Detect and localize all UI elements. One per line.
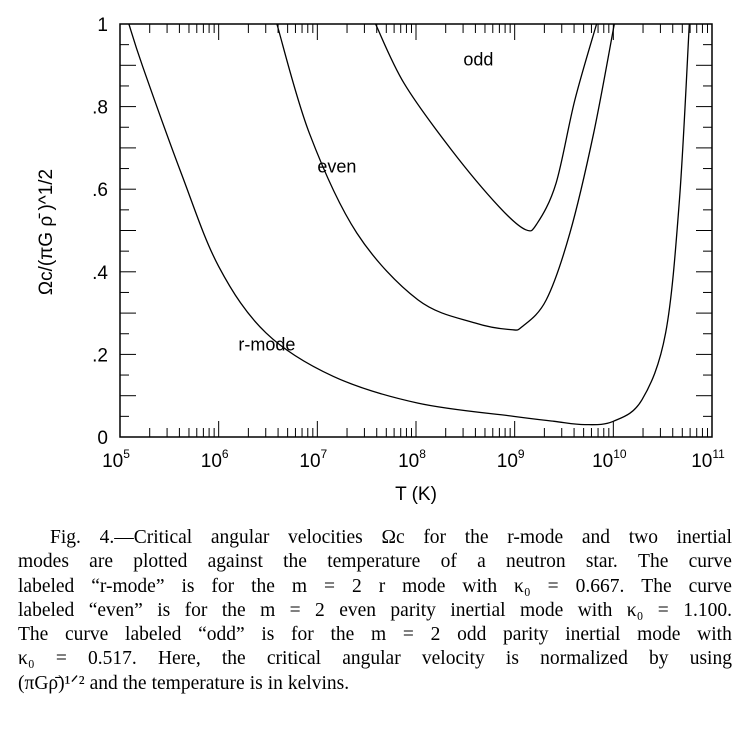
- curve-even: [276, 23, 615, 331]
- axis-ticks: [120, 24, 712, 437]
- figure-caption: Fig. 4.—Critical angular velocities Ωc for the…: [18, 526, 732, 696]
- plot-frame: [119, 23, 713, 438]
- x-tick-label: 106: [201, 447, 229, 472]
- y-axis-label: Ωc/(πG ρ̄ )^1/2: [36, 169, 57, 295]
- y-tick-label: .4: [92, 263, 108, 284]
- caption-line: (πGρ̄)¹ᐟ² and the temperature is in kelvins.: [18, 672, 350, 694]
- x-tick-label: 1011: [691, 447, 725, 472]
- y-tick-label: .8: [92, 98, 108, 119]
- y-tick-labels: 0 .2 .4 .6 .8 1: [92, 15, 108, 449]
- curve-r-mode: [128, 23, 690, 426]
- caption-line: labeled “even” is for the m = 2 even parity inerti…: [18, 599, 732, 621]
- caption-line: The curve labeled “odd” is for the m = 2 odd parity…: [18, 624, 732, 646]
- caption-line: modes are plotted against the temperature of a n…: [18, 551, 732, 573]
- caption-line: labeled “r-mode” is for the m = 2 r mode with κ₀ = 0.…: [18, 575, 732, 597]
- curve-odd: [374, 23, 598, 232]
- y-tick-label: .6: [92, 180, 108, 201]
- x-axis-label: T (K): [395, 484, 437, 505]
- caption-line: Fig. 4.—Critical angular velocities Ωc for the…: [50, 527, 732, 548]
- curve-label-r-mode: r-mode: [238, 334, 295, 354]
- y-tick-label: .2: [92, 345, 108, 366]
- x-tick-label: 105: [102, 447, 130, 472]
- x-tick-labels: 105 106 107 108 109 1010 1011: [102, 447, 725, 472]
- curve-labels: r-mode even odd: [238, 49, 493, 354]
- y-tick-label: 1: [97, 15, 108, 36]
- chart: 105 106 107 108 109 1010 1011 0 .2 .4 .6 .8 1 r-mod…: [36, 15, 725, 505]
- curve-label-even: even: [317, 157, 356, 177]
- x-tick-label: 109: [497, 447, 525, 472]
- y-tick-label: 0: [97, 428, 108, 449]
- curve-label-odd: odd: [463, 49, 493, 69]
- x-tick-label: 1010: [592, 447, 627, 472]
- x-tick-label: 107: [299, 447, 327, 472]
- x-tick-label: 108: [398, 447, 426, 472]
- curves: [128, 23, 690, 426]
- caption-line: κ₀ = 0.517. Here, the critical angular velocity…: [18, 648, 732, 670]
